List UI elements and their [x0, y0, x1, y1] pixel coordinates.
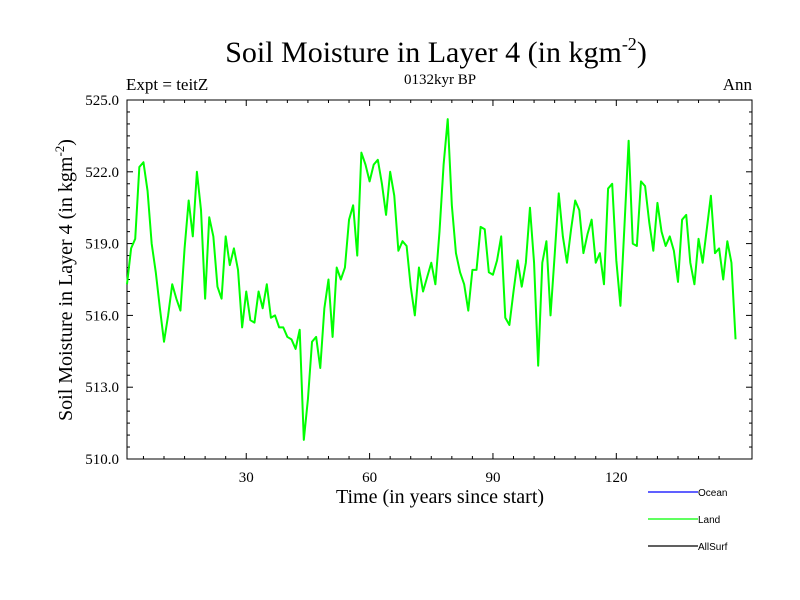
- chart-title-sup: -2: [622, 34, 637, 54]
- y-tick-label: 513.0: [85, 380, 119, 396]
- chart-title: Soil Moisture in Layer 4 (in kgm-2): [225, 34, 647, 69]
- chart-subtitle: 0132kyr BP: [404, 72, 476, 88]
- y-tick-label: 519.0: [85, 237, 119, 253]
- x-axis: 30 60 90 120: [142, 100, 720, 486]
- x-tick-label: 60: [362, 470, 377, 486]
- x-tick-label: 90: [485, 470, 500, 486]
- x-tick-label: 120: [605, 470, 628, 486]
- chart-title-main: Soil Moisture in Layer 4 (in kgm: [225, 36, 622, 69]
- y-axis-title-sup: -2: [52, 146, 67, 157]
- chart-title-close: ): [637, 36, 647, 69]
- legend-label-ocean: Ocean: [698, 488, 727, 499]
- experiment-label: Expt = teitZ: [126, 75, 208, 94]
- y-axis-title: Soil Moisture in Layer 4 (in kgm-2): [52, 139, 77, 421]
- y-axis: 510.0 513.0 516.0 519.0 522.0 525.0: [85, 93, 752, 468]
- legend-label-land: Land: [698, 515, 720, 526]
- x-axis-title: Time (in years since start): [336, 486, 544, 508]
- y-tick-label: 525.0: [85, 93, 119, 109]
- legend-label-allsurf: AllSurf: [698, 542, 728, 553]
- y-tick-label: 516.0: [85, 308, 119, 324]
- series-line-land: [126, 118, 737, 441]
- y-axis-title-main: Soil Moisture in Layer 4 (in kgm: [55, 156, 77, 421]
- legend: Ocean Land AllSurf: [648, 488, 728, 553]
- x-tick-label: 30: [239, 470, 254, 486]
- plot-frame: [126, 99, 753, 460]
- y-tick-label: 510.0: [85, 452, 119, 468]
- y-axis-title-close: ): [55, 139, 77, 146]
- season-label: Ann: [723, 75, 753, 94]
- y-tick-label: 522.0: [85, 165, 119, 181]
